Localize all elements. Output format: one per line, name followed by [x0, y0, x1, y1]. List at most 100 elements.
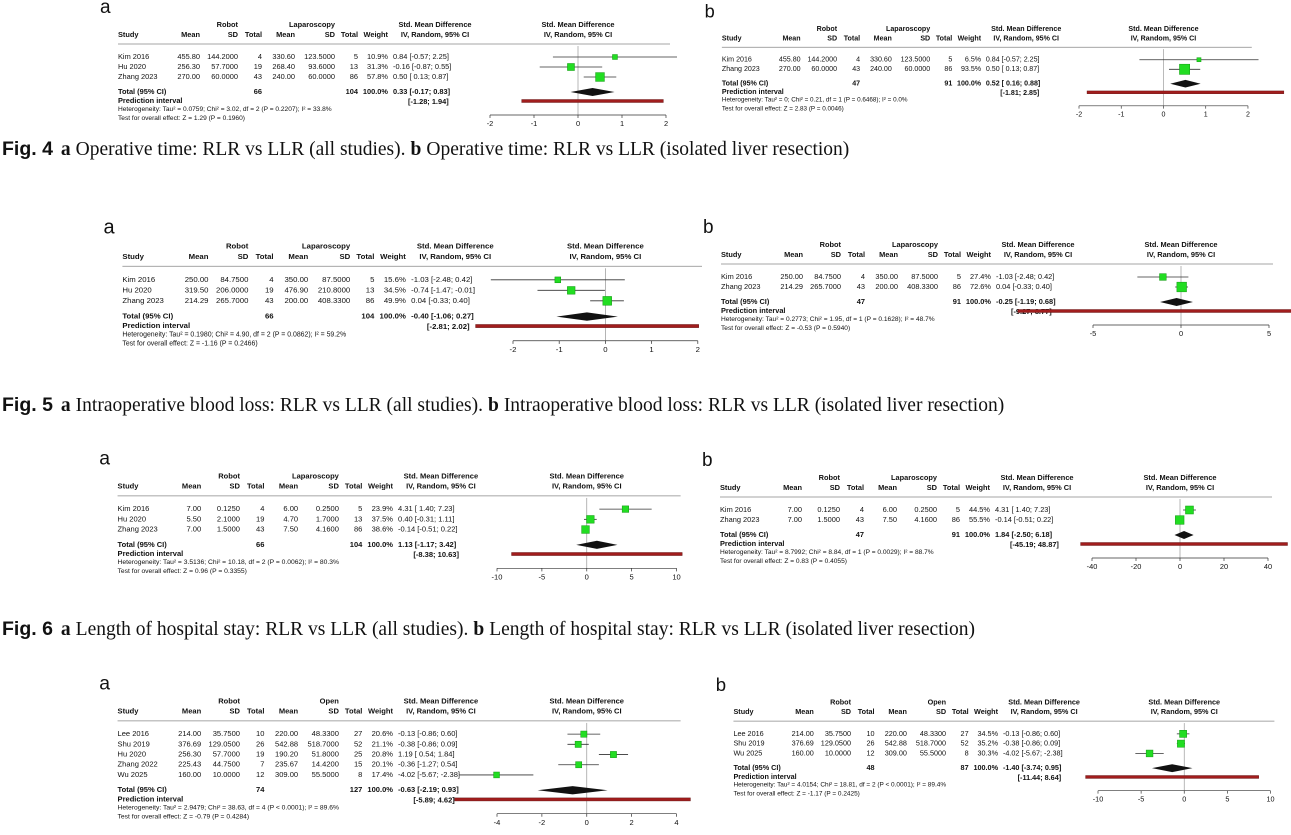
pooled-diamond: [537, 786, 608, 795]
study-cell: 265.7000: [810, 282, 841, 291]
study-cell: 19: [256, 514, 264, 523]
study-cell: 86: [350, 72, 358, 81]
study-cell: 0.84 [-0.57; 2.25]: [393, 52, 449, 61]
study-cell: 20.6%: [372, 729, 394, 738]
study-cell: 43: [265, 296, 274, 305]
x-tick-label: 2: [664, 119, 668, 128]
column-header: Total: [345, 482, 362, 491]
total-cell: -0.25 [-1.19; 0.68]: [996, 297, 1056, 306]
study-square: [1179, 63, 1190, 75]
study-cell: 10: [256, 729, 264, 738]
study-cell: Shu 2019: [118, 739, 150, 748]
prediction-bar: [1080, 542, 1288, 546]
figure-caption: Fig. 5 a Intraoperative blood loss: RLR vs…: [2, 394, 1009, 417]
forest-panel: a Robot Laparoscopy Std. Mean Difference Stu…: [100, 0, 677, 128]
study-cell: 60.0000: [308, 72, 335, 81]
x-tick-label: 1: [649, 345, 653, 354]
column-header: IV, Random, 95% CI: [401, 30, 469, 39]
plot-header: IV, Random, 95% CI: [1147, 250, 1215, 259]
total-cell: Total (95% CI): [122, 312, 173, 321]
prediction-bar: [475, 324, 699, 328]
total-cell: 100.0%: [966, 297, 991, 306]
caption-fig: Fig. 5: [2, 394, 53, 416]
study-cell: 13: [354, 514, 362, 523]
study-square: [493, 771, 500, 779]
study-cell: 4.31 [ 1.40; 7.23]: [398, 504, 455, 513]
column-header: SD: [229, 707, 240, 716]
study-cell: 200.00: [284, 296, 308, 305]
column-header: Total: [341, 30, 358, 39]
group-header: Robot: [218, 696, 240, 705]
study-cell: 84.7500: [220, 275, 249, 284]
study-cell: 60.0000: [905, 65, 931, 73]
pooled-diamond: [576, 540, 618, 549]
effect-header: Std. Mean Difference: [1001, 240, 1074, 249]
prediction-ci: [-1.81; 2.85]: [1000, 89, 1039, 97]
group-header: Robot: [817, 25, 838, 33]
study-cell: 542.88: [885, 739, 907, 748]
study-cell: Zhang 2023: [722, 65, 760, 73]
study-cell: 21.1%: [372, 739, 394, 748]
prediction-label: Prediction interval: [722, 88, 784, 96]
study-cell: 55.5000: [920, 748, 946, 757]
column-header: SD: [328, 707, 339, 716]
study-cell: 13: [366, 285, 375, 294]
group-header: Laparoscopy: [892, 240, 939, 249]
study-cell: 57.7000: [211, 62, 238, 71]
column-header: Study: [721, 250, 742, 259]
column-header: Total: [256, 252, 274, 261]
study-cell: -0.36 [-1.27; 0.54]: [398, 760, 457, 769]
study-cell: 5: [370, 275, 374, 284]
prediction-bar: [1085, 775, 1259, 779]
study-cell: 87.5000: [911, 272, 938, 281]
total-cell: 48: [866, 763, 874, 772]
column-header: Total: [936, 34, 952, 42]
x-tick-label: -5: [539, 572, 546, 581]
study-cell: 206.0000: [216, 285, 249, 294]
study-cell: 220.00: [275, 729, 298, 738]
total-cell: -1.40 [-3.74; 0.95]: [1003, 763, 1061, 772]
study-cell: 84.7500: [814, 272, 841, 281]
x-tick-label: 2: [1246, 110, 1250, 118]
study-cell: -0.14 [-0.51; 0.22]: [398, 525, 457, 534]
study-cell: 4.31 [ 1.40; 7.23]: [995, 505, 1050, 514]
plot-header: Std. Mean Difference: [567, 241, 644, 250]
plot-header: IV, Random, 95% CI: [1151, 707, 1218, 716]
total-cell: 91: [944, 80, 952, 88]
study-cell: 8: [358, 770, 362, 779]
study-cell: Hu 2020: [118, 62, 146, 71]
x-tick-label: 5: [1267, 329, 1271, 338]
study-cell: 10.0000: [213, 770, 240, 779]
column-header: IV, Random, 95% CI: [406, 482, 476, 491]
column-header: SD: [927, 483, 938, 492]
plot-header: Std. Mean Difference: [541, 20, 614, 29]
study-cell: 38.6%: [372, 525, 394, 534]
panel-letter: a: [100, 0, 111, 18]
overall-test: Test for overall effect: Z = 0.96 (P = 0…: [118, 568, 247, 575]
column-header: SD: [831, 250, 842, 259]
x-tick-label: -10: [1093, 794, 1103, 803]
study-cell: 86: [354, 525, 362, 534]
total-cell: Total (95% CI): [722, 80, 769, 88]
study-cell: -0.38 [-0.86; 0.09]: [398, 739, 457, 748]
pooled-diamond: [1170, 79, 1201, 88]
total-cell: 100.0%: [965, 530, 990, 539]
prediction-label: Prediction interval: [118, 96, 182, 105]
x-tick-label: 5: [630, 572, 634, 581]
study-cell: 57.8%: [367, 72, 388, 81]
column-header: Mean: [288, 252, 308, 261]
total-cell: -0.40 [-1.06; 0.27]: [411, 312, 474, 321]
x-tick-label: -1: [531, 119, 538, 128]
x-tick-label: 40: [1264, 562, 1272, 571]
total-cell: 100.0%: [363, 87, 388, 96]
caption-tx: Operative time: RLR vs LLR (all studies)…: [75, 139, 406, 160]
study-cell: 200.00: [875, 282, 898, 291]
pooled-diamond: [556, 312, 618, 321]
study-cell: Zhang 2022: [118, 760, 158, 769]
column-header: Total: [844, 34, 860, 42]
effect-header: Std. Mean Difference: [1000, 473, 1073, 482]
column-header: SD: [228, 30, 239, 39]
x-tick-label: 0: [1162, 110, 1166, 118]
study-cell: 270.00: [177, 72, 200, 81]
